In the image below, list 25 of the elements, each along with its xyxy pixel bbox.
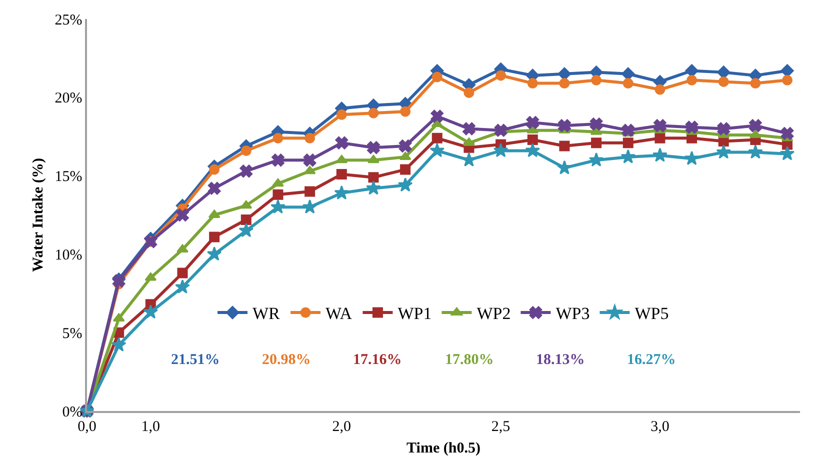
x-tick-label: 3,0 — [650, 418, 670, 435]
y-tick-label: 5% — [62, 326, 82, 342]
y-tick-label: 0% — [62, 404, 82, 420]
x-tick-label: 1,0 — [141, 418, 160, 435]
legend-label: WP2 — [476, 304, 511, 324]
annotation: 18.13% — [536, 352, 585, 368]
annotation: 20.98% — [262, 352, 311, 368]
y-tick-label: 20% — [54, 90, 82, 107]
y-tick-label: 15% — [54, 169, 82, 186]
x-tick-label: 2,0 — [332, 418, 352, 435]
y-tick-label: 10% — [54, 247, 82, 264]
legend-label: WP3 — [556, 304, 590, 324]
annotation: 17.80% — [445, 352, 494, 368]
annotation: 21.51% — [171, 352, 220, 368]
annotation: 17.16% — [353, 352, 402, 368]
y-axis-title: Water Intake (%) — [30, 158, 46, 272]
annotation: 16.27% — [627, 352, 676, 368]
x-tick-label: 0,0 — [78, 418, 96, 435]
legend-label: WP1 — [398, 304, 432, 324]
legend-label: WA — [326, 304, 353, 324]
x-tick-label: 2,5 — [491, 418, 510, 435]
legend-label: WR — [252, 304, 281, 324]
legend-label: WP5 — [634, 304, 669, 324]
y-tick-label: 25% — [54, 12, 82, 28]
x-axis-title: Time (h0.5) — [406, 440, 480, 456]
